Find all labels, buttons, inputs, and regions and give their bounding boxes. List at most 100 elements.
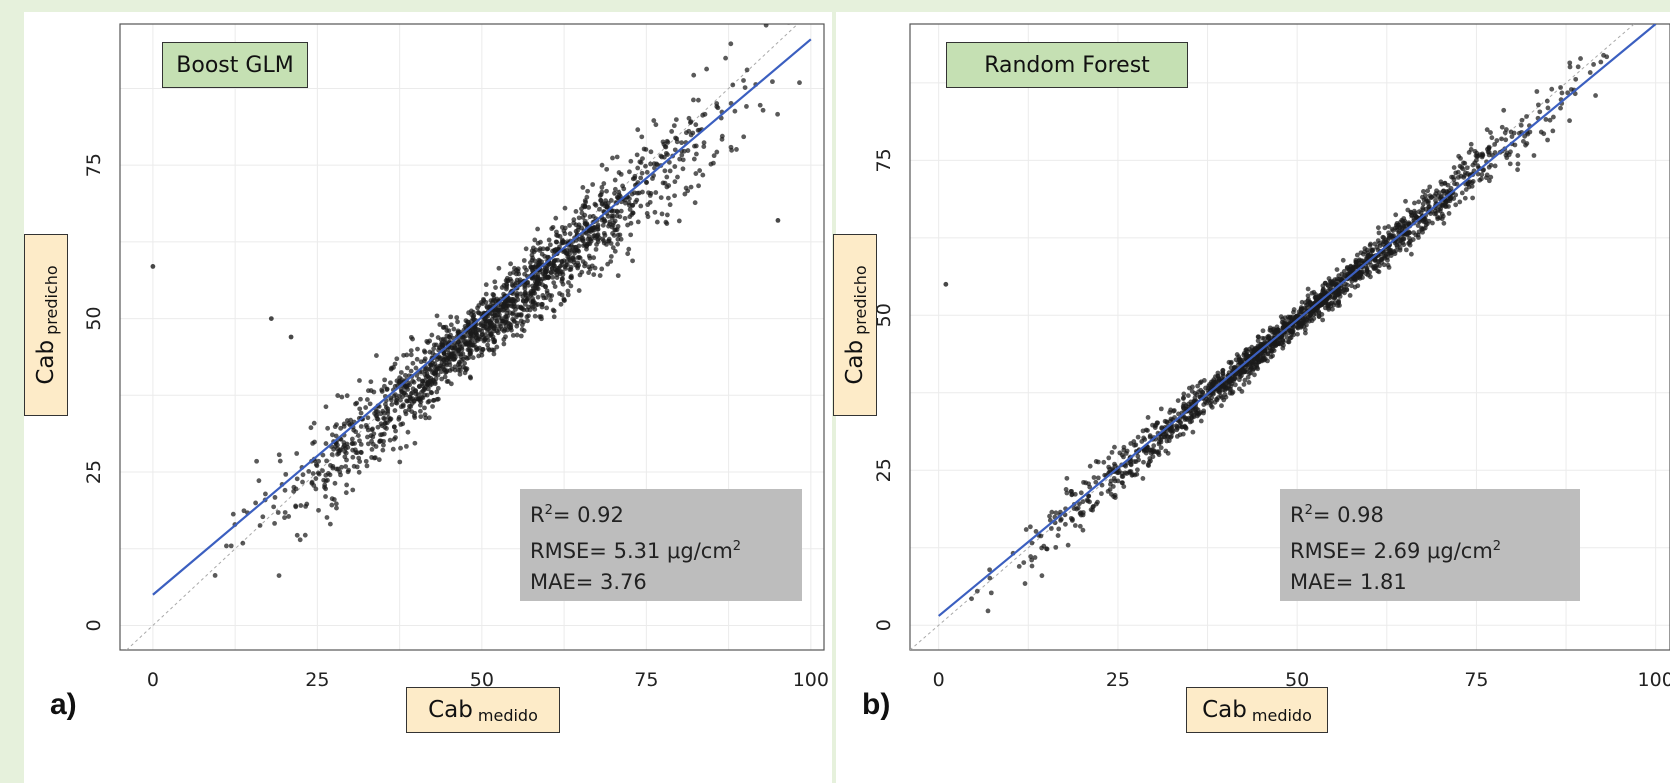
data-point bbox=[1091, 504, 1096, 509]
data-point bbox=[559, 269, 565, 275]
data-point bbox=[1181, 406, 1187, 411]
data-point bbox=[357, 438, 362, 444]
data-point bbox=[1408, 251, 1414, 257]
data-point bbox=[1300, 316, 1306, 322]
data-point bbox=[616, 189, 622, 195]
data-point bbox=[460, 364, 466, 370]
data-point bbox=[344, 393, 350, 399]
data-point bbox=[430, 398, 436, 403]
data-point bbox=[1123, 450, 1129, 456]
data-point bbox=[408, 352, 414, 358]
data-point bbox=[434, 357, 440, 363]
data-point bbox=[1273, 328, 1279, 334]
data-point bbox=[1053, 510, 1059, 516]
data-point bbox=[1093, 459, 1099, 464]
data-point bbox=[1227, 386, 1233, 392]
data-point bbox=[692, 143, 697, 149]
data-point bbox=[1135, 453, 1141, 459]
data-point bbox=[554, 232, 559, 238]
y-tick-label: 25 bbox=[83, 460, 105, 484]
data-point bbox=[1112, 463, 1118, 469]
data-point bbox=[490, 292, 496, 297]
data-point bbox=[608, 198, 614, 203]
data-point bbox=[665, 195, 671, 201]
data-point bbox=[630, 176, 636, 182]
data-point bbox=[420, 383, 426, 389]
data-point bbox=[1179, 424, 1185, 430]
data-point bbox=[1256, 334, 1261, 340]
data-point bbox=[1232, 382, 1238, 388]
data-point bbox=[452, 356, 458, 362]
data-point bbox=[1567, 64, 1573, 70]
data-point bbox=[263, 491, 268, 497]
data-point bbox=[1448, 196, 1453, 202]
data-point bbox=[504, 282, 510, 288]
data-point bbox=[1339, 271, 1345, 277]
data-point bbox=[1486, 178, 1492, 184]
data-point bbox=[1573, 76, 1579, 82]
rmse-stat: RMSE= 5.31 μg/cm2 bbox=[530, 539, 742, 563]
data-point bbox=[1488, 162, 1494, 168]
data-point bbox=[702, 111, 708, 117]
data-point bbox=[1145, 428, 1150, 433]
data-point bbox=[1330, 306, 1335, 312]
data-point bbox=[723, 55, 728, 61]
data-point bbox=[483, 325, 489, 330]
data-point bbox=[576, 243, 582, 249]
data-point bbox=[353, 429, 359, 435]
data-point bbox=[468, 339, 474, 345]
data-point bbox=[1049, 509, 1055, 515]
data-point bbox=[466, 342, 472, 348]
data-point bbox=[1158, 406, 1164, 412]
data-point bbox=[457, 342, 463, 348]
data-point bbox=[667, 168, 673, 174]
data-point bbox=[410, 378, 416, 384]
data-point bbox=[1101, 459, 1107, 465]
data-point bbox=[348, 417, 354, 423]
data-point bbox=[323, 404, 329, 410]
r2-stat: R2= 0.98 bbox=[1290, 503, 1384, 527]
data-point bbox=[1520, 138, 1526, 144]
data-point bbox=[1146, 459, 1152, 465]
data-point bbox=[514, 291, 520, 296]
data-point bbox=[401, 352, 407, 358]
data-point bbox=[573, 262, 579, 268]
data-point bbox=[333, 433, 339, 439]
data-point bbox=[415, 346, 420, 352]
data-point bbox=[1265, 338, 1271, 344]
data-point bbox=[539, 304, 545, 310]
data-point bbox=[1091, 475, 1097, 480]
plot-border bbox=[119, 23, 825, 651]
data-point bbox=[320, 468, 325, 474]
data-point bbox=[1023, 527, 1029, 532]
mae-stat: MAE= 1.81 bbox=[1290, 570, 1407, 594]
data-point bbox=[1311, 289, 1317, 295]
data-point bbox=[1141, 435, 1147, 441]
stats-box: R2= 0.92 RMSE= 5.31 μg/cm2 MAE= 3.76 bbox=[520, 489, 802, 601]
data-point bbox=[532, 265, 537, 271]
data-point bbox=[440, 364, 446, 370]
data-point bbox=[1237, 359, 1243, 365]
data-point bbox=[1334, 267, 1340, 273]
data-point bbox=[1255, 338, 1261, 344]
data-point bbox=[282, 515, 287, 521]
data-point bbox=[446, 328, 452, 334]
data-point bbox=[356, 469, 362, 475]
data-point bbox=[381, 415, 387, 421]
data-point bbox=[422, 405, 427, 411]
data-point bbox=[691, 156, 697, 162]
data-point bbox=[630, 202, 635, 208]
data-point bbox=[1072, 491, 1078, 497]
data-point bbox=[1544, 98, 1550, 104]
data-point bbox=[1305, 286, 1311, 292]
data-point bbox=[634, 152, 640, 158]
data-point bbox=[418, 414, 424, 420]
data-point bbox=[364, 397, 370, 402]
data-point bbox=[1164, 420, 1170, 425]
data-point bbox=[580, 185, 586, 190]
data-point bbox=[542, 283, 548, 289]
data-point bbox=[1095, 499, 1100, 505]
data-point bbox=[1064, 475, 1070, 481]
data-point bbox=[974, 588, 980, 594]
data-point bbox=[728, 41, 734, 47]
